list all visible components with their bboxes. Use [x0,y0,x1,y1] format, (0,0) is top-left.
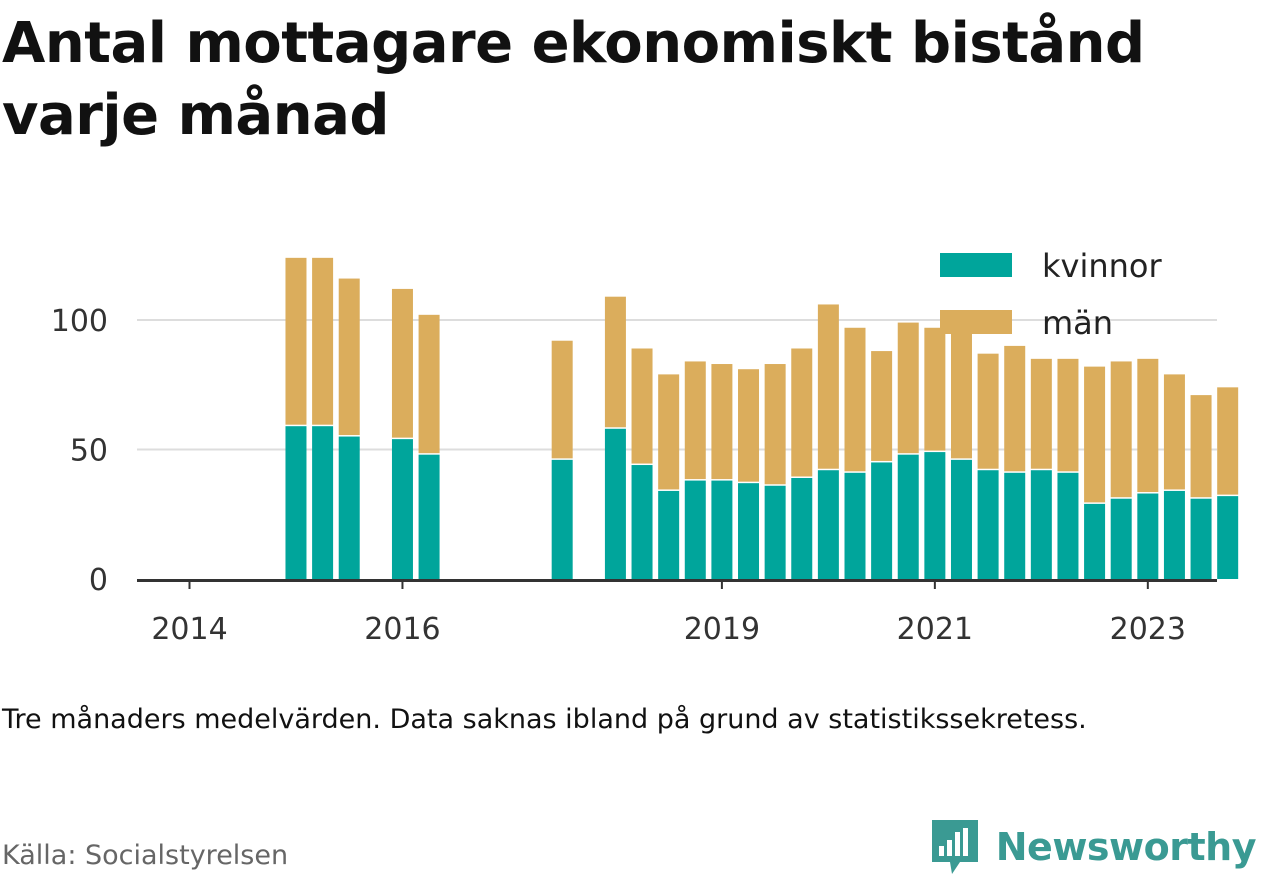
bars [285,257,1239,579]
bar-kvinnor [684,480,706,579]
bar-kvinnor [871,462,893,579]
y-tick-label: 100 [51,304,108,339]
y-axis: 0 50 100 [51,304,108,598]
bar-man [1217,387,1239,495]
bar-man [764,364,786,485]
bar-kvinnor [817,470,839,579]
bar-kvinnor [312,426,334,579]
bar-kvinnor [1163,490,1185,579]
x-tick-label: 2016 [364,612,440,647]
bar-man [1004,345,1026,472]
y-tick-label: 0 [89,563,108,598]
newsworthy-logo-icon [931,820,978,874]
x-tick-label: 2019 [684,612,760,647]
bar-kvinnor [1137,493,1159,579]
bar-kvinnor [977,470,999,579]
y-tick-label: 50 [70,434,108,469]
x-tick-label: 2014 [151,612,227,647]
bar-kvinnor [1110,498,1132,579]
bar-man [285,257,307,425]
bar-man [1057,358,1079,472]
bar-kvinnor [1217,496,1239,579]
bar-kvinnor [1057,472,1079,579]
bar-kvinnor [1030,470,1052,579]
bar-man [791,348,813,477]
bar-man [871,351,893,461]
bar-kvinnor [897,454,919,579]
bar-kvinnor [551,459,573,579]
bar-man [977,353,999,469]
bar-kvinnor [924,452,946,579]
bar-man [418,314,440,454]
brand-name: Newsworthy [995,825,1257,869]
x-tick-label: 2021 [897,612,973,647]
bar-kvinnor [764,485,786,579]
bar-man [738,369,760,482]
bar-kvinnor [844,472,866,579]
bar-man [631,348,653,464]
bar-man [711,364,733,480]
bar-kvinnor [658,490,680,579]
bar-man [1110,361,1132,498]
bar-man [924,327,946,451]
bar-man [1137,358,1159,493]
legend: kvinnor män [940,247,1163,342]
bar-man [1084,366,1106,503]
bar-kvinnor [604,428,626,579]
bar-kvinnor [1190,498,1212,579]
bar-kvinnor [285,426,307,579]
brand-logo: Newsworthy [930,818,1257,876]
chart-title: Antal mottagare ekonomiskt bistånd varje… [2,11,1145,148]
x-tick-label: 2023 [1110,612,1186,647]
legend-label: män [1042,304,1113,342]
bar-man [950,325,972,459]
bar-man [391,288,413,438]
bar-kvinnor [1084,503,1106,579]
bar-man [844,327,866,472]
bar-kvinnor [738,483,760,579]
bar-man [604,296,626,428]
bar-kvinnor [711,480,733,579]
bar-man [338,278,360,436]
chart: 2014 2016 2019 2021 2023 0 50 100 kvinnor män [51,247,1239,647]
bar-man [658,374,680,490]
bar-kvinnor [1004,472,1026,579]
bar-man [551,340,573,459]
bar-man [817,304,839,469]
bar-kvinnor [791,477,813,579]
legend-swatch [940,310,1012,334]
bar-kvinnor [391,439,413,579]
bar-man [1190,395,1212,498]
x-axis: 2014 2016 2019 2021 2023 [137,579,1217,647]
bar-man [1030,358,1052,469]
bar-kvinnor [631,465,653,579]
bar-man [897,322,919,454]
bar-man [684,361,706,480]
legend-label: kvinnor [1042,247,1163,285]
bar-kvinnor [338,436,360,579]
legend-swatch [940,253,1012,277]
chart-note: Tre månaders medelvärden. Data saknas ib… [2,704,1087,735]
bar-kvinnor [950,459,972,579]
source-text: Källa: Socialstyrelsen [2,840,289,871]
bar-kvinnor [418,454,440,579]
bar-man [312,257,334,425]
bar-man [1163,374,1185,490]
